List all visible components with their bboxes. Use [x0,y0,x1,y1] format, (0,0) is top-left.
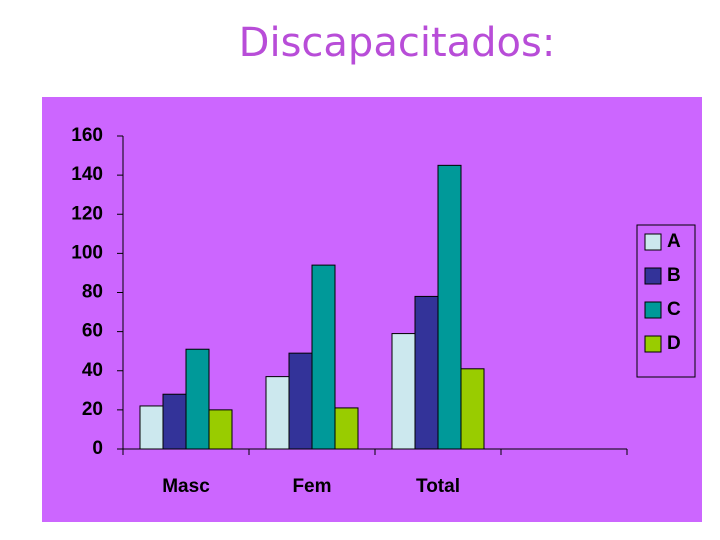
y-tick-label: 140 [71,164,103,185]
y-tick-label: 100 [71,242,103,263]
chart-title: Discapacitados: [239,20,556,66]
legend-swatch [644,267,662,285]
bar [185,348,210,450]
y-tick-label: 40 [82,360,103,381]
legend-swatch [644,301,662,319]
chart-area [42,97,702,522]
bar [414,295,439,450]
bar [208,409,233,450]
bar [391,333,416,450]
legend-label: D [667,333,681,354]
legend-swatch [644,233,662,251]
y-tick-label: 160 [71,125,103,146]
bar [437,164,462,450]
x-tick-label: Masc [162,476,210,497]
y-tick-label: 80 [82,282,103,303]
x-tick-label: Fem [292,476,331,497]
bar [162,393,187,450]
y-tick-label: 120 [71,203,103,224]
y-tick-label: 20 [82,399,103,420]
bar [288,352,313,450]
legend-label: B [667,265,681,286]
bar [139,405,164,450]
bar [334,407,359,450]
legend-label: A [667,231,681,252]
legend-label: C [667,299,681,320]
y-tick-label: 0 [92,438,103,459]
bar [460,368,485,450]
x-tick-label: Total [416,476,460,497]
y-tick-label: 60 [82,321,103,342]
legend-swatch [644,335,662,353]
bar [265,376,290,450]
bar [311,264,336,450]
